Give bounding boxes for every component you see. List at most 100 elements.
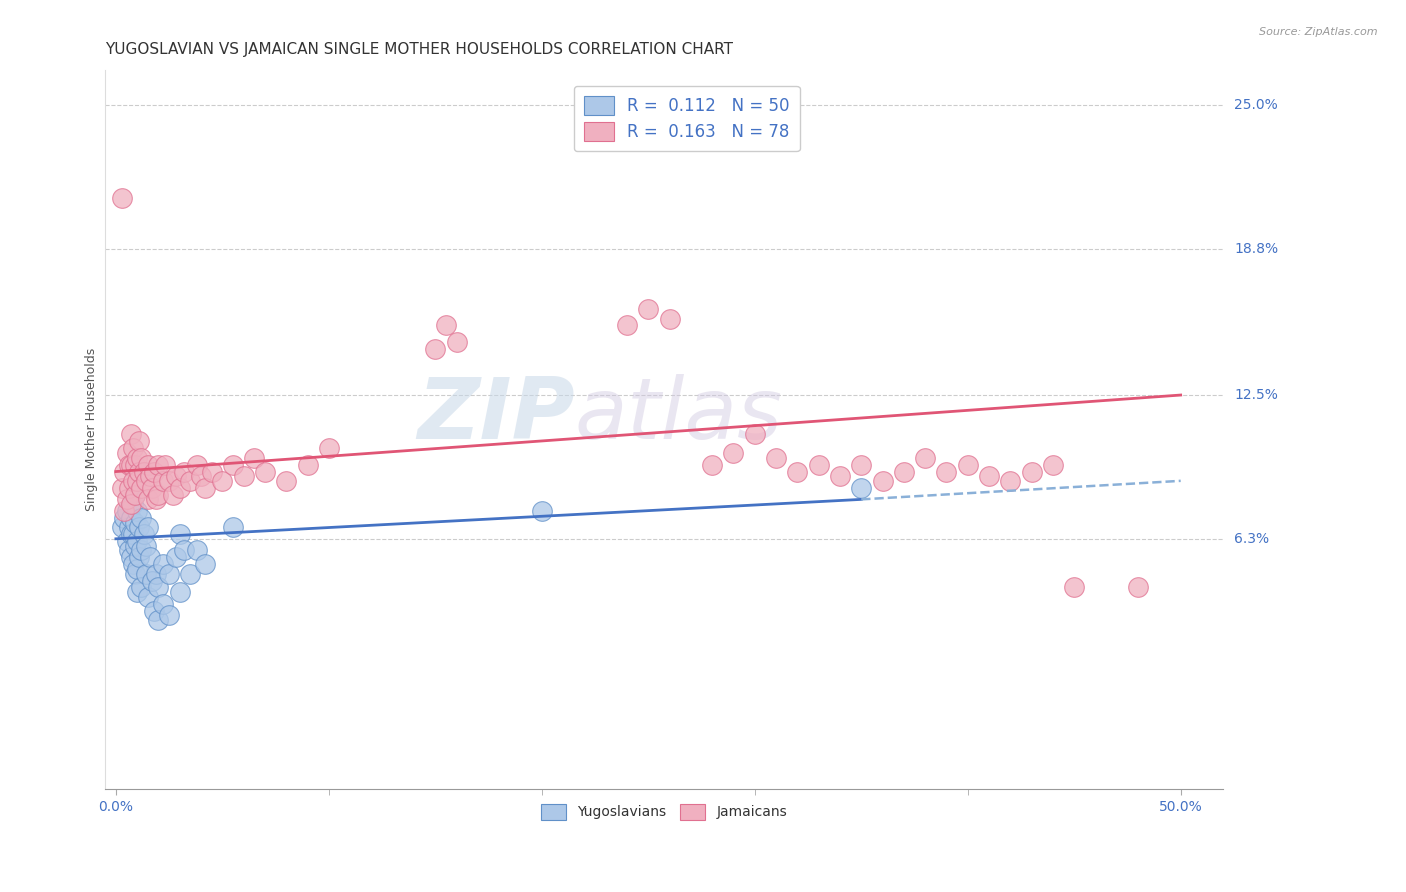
Point xyxy=(120,458,142,472)
Point xyxy=(111,520,134,534)
Point xyxy=(127,562,149,576)
Point xyxy=(186,458,208,472)
Point xyxy=(112,465,135,479)
Point xyxy=(131,450,153,465)
Point xyxy=(1000,474,1022,488)
Point xyxy=(153,458,176,472)
Point xyxy=(111,191,134,205)
Point xyxy=(118,520,141,534)
Point xyxy=(124,516,146,530)
Point xyxy=(122,474,145,488)
Point xyxy=(786,465,808,479)
Point xyxy=(1126,581,1149,595)
Point xyxy=(1063,581,1085,595)
Point xyxy=(190,469,212,483)
Point xyxy=(122,442,145,456)
Point xyxy=(173,543,195,558)
Point xyxy=(157,608,180,623)
Point xyxy=(157,474,180,488)
Point xyxy=(169,585,191,599)
Point xyxy=(253,465,276,479)
Text: YUGOSLAVIAN VS JAMAICAN SINGLE MOTHER HOUSEHOLDS CORRELATION CHART: YUGOSLAVIAN VS JAMAICAN SINGLE MOTHER HO… xyxy=(105,42,734,57)
Point xyxy=(1021,465,1043,479)
Point xyxy=(120,497,142,511)
Point xyxy=(124,566,146,581)
Point xyxy=(128,434,150,449)
Point xyxy=(744,427,766,442)
Point xyxy=(616,318,638,333)
Point xyxy=(131,511,153,525)
Point xyxy=(120,527,142,541)
Point xyxy=(127,585,149,599)
Point xyxy=(893,465,915,479)
Point xyxy=(179,474,201,488)
Text: Source: ZipAtlas.com: Source: ZipAtlas.com xyxy=(1260,27,1378,37)
Point xyxy=(122,527,145,541)
Point xyxy=(128,550,150,565)
Point xyxy=(124,488,146,502)
Point xyxy=(162,488,184,502)
Point xyxy=(723,446,745,460)
Point xyxy=(434,318,457,333)
Point xyxy=(148,613,170,627)
Point xyxy=(141,574,163,588)
Point xyxy=(115,534,138,549)
Point xyxy=(111,481,134,495)
Legend: Yugoslavians, Jamaicans: Yugoslavians, Jamaicans xyxy=(536,798,793,825)
Point xyxy=(222,458,245,472)
Point xyxy=(530,504,553,518)
Point xyxy=(132,527,155,541)
Point xyxy=(136,520,159,534)
Point xyxy=(124,458,146,472)
Point xyxy=(276,474,298,488)
Point xyxy=(139,469,162,483)
Point xyxy=(139,550,162,565)
Point xyxy=(127,534,149,549)
Point xyxy=(318,442,340,456)
Point xyxy=(201,465,224,479)
Point xyxy=(702,458,724,472)
Point xyxy=(127,450,149,465)
Point xyxy=(148,458,170,472)
Point xyxy=(131,543,153,558)
Point xyxy=(120,511,142,525)
Point xyxy=(828,469,851,483)
Point xyxy=(446,334,468,349)
Point xyxy=(956,458,979,472)
Point xyxy=(851,458,873,472)
Point xyxy=(194,481,217,495)
Point xyxy=(124,539,146,553)
Point xyxy=(152,558,174,572)
Point xyxy=(132,465,155,479)
Point xyxy=(222,520,245,534)
Point xyxy=(128,520,150,534)
Point xyxy=(141,481,163,495)
Point xyxy=(186,543,208,558)
Point xyxy=(157,566,180,581)
Point xyxy=(169,527,191,541)
Point xyxy=(165,469,187,483)
Point xyxy=(135,566,157,581)
Point xyxy=(143,465,166,479)
Point xyxy=(127,504,149,518)
Point xyxy=(127,474,149,488)
Point xyxy=(232,469,254,483)
Point xyxy=(136,458,159,472)
Point xyxy=(765,450,787,465)
Point xyxy=(169,481,191,495)
Text: 12.5%: 12.5% xyxy=(1234,388,1278,402)
Point xyxy=(122,497,145,511)
Point xyxy=(112,504,135,518)
Point xyxy=(148,488,170,502)
Point xyxy=(115,446,138,460)
Text: atlas: atlas xyxy=(575,374,783,457)
Point xyxy=(145,566,167,581)
Point xyxy=(1042,458,1064,472)
Point xyxy=(297,458,319,472)
Y-axis label: Single Mother Households: Single Mother Households xyxy=(86,348,98,511)
Point xyxy=(135,474,157,488)
Point xyxy=(152,474,174,488)
Point xyxy=(165,550,187,565)
Point xyxy=(658,311,681,326)
Point xyxy=(194,558,217,572)
